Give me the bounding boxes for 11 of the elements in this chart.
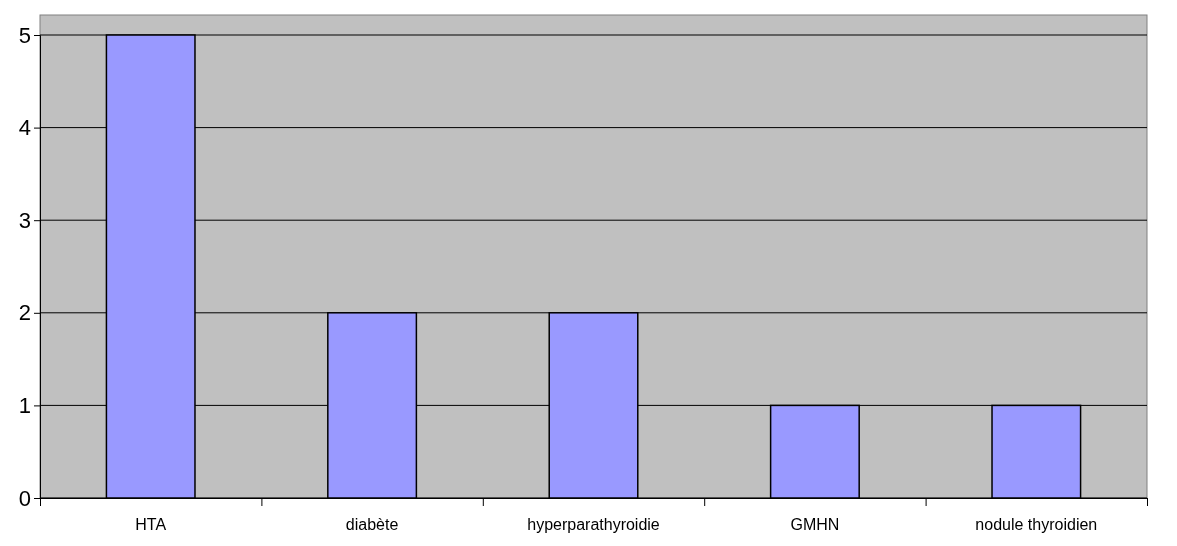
y-tick-label: 0: [18, 485, 31, 511]
x-tick-label: HTA: [135, 516, 167, 533]
y-tick-label: 4: [18, 115, 31, 141]
y-tick-label: 5: [18, 22, 31, 48]
y-tick-label: 1: [18, 392, 31, 418]
x-tick-label: diabète: [345, 516, 399, 533]
x-tick-label: hyperparathyroidie: [527, 516, 660, 533]
x-tick-label: GMHN: [790, 516, 840, 533]
y-tick-label: 3: [18, 207, 31, 233]
x-tick-label: nodule thyroidien: [975, 516, 1098, 533]
y-tick-label: 2: [18, 300, 31, 326]
